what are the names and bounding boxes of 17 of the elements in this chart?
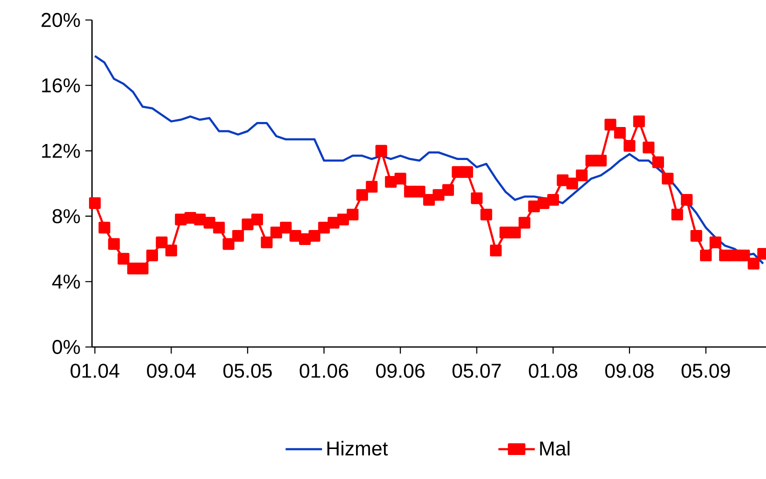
x-tick-label: 05.07	[452, 364, 501, 378]
y-tick-label: 20%	[42, 12, 80, 28]
y-tick-label: 8%	[52, 209, 80, 224]
x-tick-label: 05.05	[223, 364, 272, 378]
x-tick-label: 09.08	[605, 364, 654, 378]
x-tick-label: 01.08	[528, 364, 578, 378]
x-tick-label: 01.06	[300, 364, 348, 378]
y-tick-label: 4%	[52, 274, 80, 289]
y-tick-label: 16%	[42, 78, 80, 92]
y-tick-label: 12%	[42, 144, 80, 158]
x-tick-label: 05.09	[682, 364, 730, 378]
legend-label: Hizmet	[327, 440, 388, 456]
y-tick-label: 0%	[52, 340, 80, 354]
x-tick-label: 09.06	[376, 364, 425, 378]
legend-label: Mal	[540, 440, 570, 456]
x-tick-label: 09.04	[146, 364, 196, 378]
x-tick-label: 01.04	[70, 364, 120, 378]
